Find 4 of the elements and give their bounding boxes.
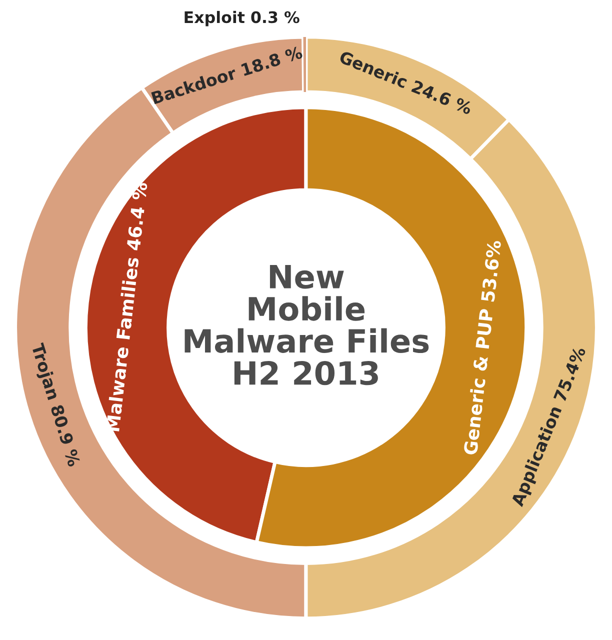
category-label: Trojan 80.9 % xyxy=(31,342,81,468)
text: New Mobile Malware Files H2 2013 xyxy=(184,264,429,386)
slice-label: Generic & PUP 53.6% xyxy=(463,240,502,456)
category-label: Exploit 0.3 % xyxy=(184,10,300,26)
